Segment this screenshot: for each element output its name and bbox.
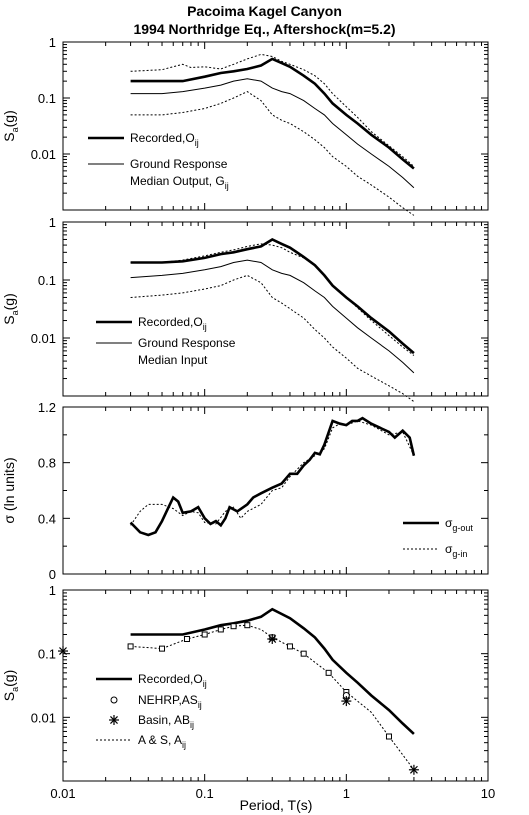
x-axis: 0.01 0.1 1 10 [50, 786, 495, 801]
series-line-thin [130, 259, 415, 374]
series-line-dotted [130, 91, 415, 216]
star-marker [58, 646, 68, 657]
y-axis-label: Sa(g) [1, 293, 20, 324]
plot-frame [62, 589, 489, 782]
square-marker [244, 622, 251, 629]
y-tick-label: 1 [49, 583, 56, 598]
x-tick-label: 0.01 [50, 786, 75, 801]
legend-label: σg-in [445, 542, 467, 559]
series-line-bold [130, 607, 415, 735]
legend-label-line2: Median Input [138, 353, 208, 367]
legend-label: Recorded,Oij [138, 672, 207, 689]
legend-label: NEHRP,ASij [138, 693, 202, 710]
star-stroke [59, 647, 67, 655]
chart-panel-1: 1 0.1 0.01 Sa(g) Recorded,Oij Ground Response… [1, 35, 489, 216]
x-axis-label: Period, T(s) [240, 797, 313, 813]
square-marker [325, 669, 332, 676]
star-marker [267, 633, 278, 644]
legend-label: Ground Response [130, 157, 228, 171]
y-axis-label: σ (ln units) [1, 457, 17, 523]
y-tick-label: 0.8 [38, 456, 56, 471]
square-marker [217, 626, 224, 633]
star-stroke [268, 635, 277, 643]
star-marker [109, 715, 119, 725]
plot-frame [62, 41, 489, 211]
y-tick-label: 0.1 [38, 91, 56, 106]
chart-panel-4: 1 0.1 0.01 Sa(g) Recorded,Oij NEHRP,ASij Basin… [1, 583, 489, 782]
square-marker [127, 643, 134, 650]
x-tick-label: 1 [343, 786, 350, 801]
star-marker [408, 764, 419, 775]
y-tick-label: 0.1 [38, 647, 56, 662]
legend-label: Recorded,Oij [130, 131, 199, 148]
series-line-dotted [130, 274, 415, 403]
square-marker [230, 623, 237, 630]
chart-title-line2: 1994 Northridge Eq., Aftershock(m=5.2) [133, 21, 395, 37]
y-tick-label: 0.01 [31, 331, 56, 346]
chart-panels: 1 0.1 0.01 Sa(g) Recorded,Oij Ground Response… [1, 35, 489, 782]
series-line-dotted [130, 243, 415, 356]
y-tick-label: 0 [49, 567, 56, 582]
legend-label: σg-out [445, 516, 473, 533]
y-tick-label: 0.01 [31, 710, 56, 725]
series-line-thin [130, 78, 415, 189]
series-line-dotted [130, 624, 415, 771]
x-tick-label: 10 [481, 786, 495, 801]
series-line-bold [130, 57, 415, 170]
series-line-bold [129, 416, 416, 537]
square-marker [183, 635, 190, 642]
star-stroke [342, 697, 351, 706]
x-tick-label: 0.1 [196, 786, 214, 801]
series-line-dotted [130, 420, 415, 526]
star-stroke [409, 765, 418, 774]
square-marker [286, 643, 293, 650]
y-tick-label: 0.01 [31, 147, 56, 162]
y-axis-label: Sa(g) [1, 110, 20, 141]
chart-title-line1: Pacoima Kagel Canyon [187, 3, 342, 19]
plot-frame [62, 221, 489, 397]
chart-panel-2: 1 0.1 0.01 Sa(g) Recorded,Oij Ground Response… [1, 215, 489, 403]
y-tick-label: 1 [49, 35, 56, 50]
series-line-dotted [130, 53, 415, 167]
y-tick-label: 1 [49, 215, 56, 230]
legend-label: A & S, Aij [138, 733, 186, 750]
y-axis-label: Sa(g) [1, 670, 20, 701]
legend-label: Basin, ABij [138, 713, 194, 730]
legend-label: Recorded,Oij [138, 315, 207, 332]
square-marker [385, 733, 392, 740]
star-marker [341, 696, 352, 707]
legend-swatch [110, 696, 118, 704]
square-marker [159, 645, 166, 652]
y-tick-label: 0.4 [38, 511, 56, 526]
y-tick-label: 1.2 [38, 400, 56, 415]
star-stroke [110, 716, 118, 724]
legend-label-line2: Median Output, Gij [130, 174, 229, 191]
chart-panel-3: 1.2 0.8 0.4 0 σ (ln units) σg-out σg-in [1, 400, 489, 582]
square-marker [201, 631, 208, 638]
series-line-bold [130, 238, 415, 355]
y-tick-label: 0.1 [38, 273, 56, 288]
square-marker [300, 650, 307, 657]
legend-label: Ground Response [138, 336, 236, 350]
